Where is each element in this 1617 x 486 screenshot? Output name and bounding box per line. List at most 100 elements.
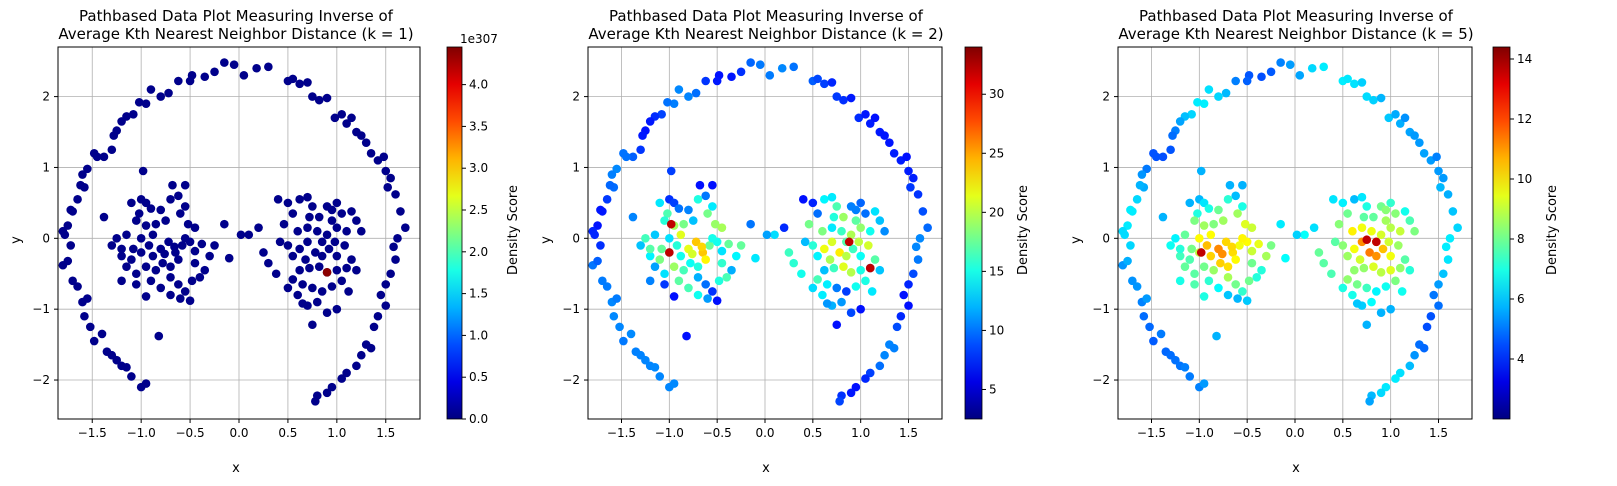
data-point [66,205,76,215]
data-point [1231,76,1240,86]
data-point [1395,368,1405,378]
data-point [609,311,619,321]
colorbar-tick-label: 30 [989,87,1004,101]
data-point [1405,216,1415,225]
data-point [352,265,361,275]
data-point [746,219,755,229]
data-point [861,276,870,286]
data-point [89,336,99,346]
panel-3-ylabel: y [1069,236,1084,244]
data-point [264,62,273,72]
data-point [1221,237,1231,247]
data-point [1247,258,1257,268]
data-point [303,78,312,87]
data-point [1142,164,1152,174]
data-point [180,234,190,243]
data-point [1422,322,1432,332]
data-point [1386,304,1395,314]
data-point [60,230,70,240]
data-point [1391,110,1400,119]
data-point [906,182,915,192]
data-point [146,85,156,94]
data-point [691,237,701,247]
data-point [861,110,870,119]
panel-3-colorbar-label: Density Score [1545,185,1560,275]
data-point [717,246,727,256]
data-point [1394,241,1403,250]
data-point [117,244,126,254]
data-point-hot [1372,237,1381,247]
colorbar-gradient [1492,46,1511,420]
data-point [156,283,166,293]
data-point [846,308,856,318]
data-point [1238,287,1247,296]
data-point [827,78,837,87]
data-point [283,283,293,293]
data-point [332,223,342,232]
data-point [308,283,317,293]
data-point [1395,119,1405,128]
y-tick-label: 0 [42,231,50,245]
data-point [174,255,183,264]
data-point [832,283,842,293]
panel-1-title-line1: Pathbased Data Plot Measuring Inverse of [79,7,394,25]
data-point [1206,230,1216,240]
data-point [875,216,885,225]
data-point [686,258,695,268]
data-point [389,242,398,252]
data-point [1199,99,1209,108]
data-point [76,180,85,190]
data-point [1252,272,1262,282]
data-point [1212,331,1221,341]
data-point [312,226,322,236]
data-point [1419,343,1429,353]
panel-3-grid [1118,47,1472,419]
data-point [1443,190,1453,199]
data-point [669,262,679,271]
data-point [63,221,73,230]
data-point [1175,117,1185,126]
x-tick-label: 1.5 [899,426,918,440]
data-point [655,255,665,264]
data-point [317,237,327,247]
data-point [337,374,347,383]
data-point [156,205,166,215]
data-point [347,207,356,216]
data-point [590,230,599,240]
data-point [1180,362,1190,372]
data-point [835,248,844,257]
data-point [1352,280,1362,289]
data-point [1132,195,1142,204]
colorbar-tick-label: 8 [1517,232,1525,246]
data-point [1391,276,1400,286]
data-point [1187,110,1196,119]
x-tick-label: −1.0 [655,426,684,440]
data-point [854,237,864,247]
data-point [837,226,846,236]
data-point [166,195,175,204]
data-point [122,262,131,271]
data-point [337,276,347,286]
data-point [1376,230,1386,240]
data-point [185,296,195,305]
data-point [1199,262,1209,271]
data-point [366,148,376,158]
data-point [68,276,77,286]
data-point [151,265,161,275]
data-point [236,230,246,240]
data-point [1292,230,1302,240]
data-point [330,237,340,247]
data-point [1362,92,1372,101]
data-point [762,230,772,240]
data-point [851,382,861,392]
data-point [813,74,822,84]
data-point [808,283,818,293]
data-point [854,113,864,123]
data-point [913,255,923,264]
data-point [327,216,337,225]
data-point [896,311,906,321]
y-tick-label: −1 [32,302,50,316]
data-point [122,230,131,240]
data-point [1395,263,1405,273]
data-point [908,269,918,279]
